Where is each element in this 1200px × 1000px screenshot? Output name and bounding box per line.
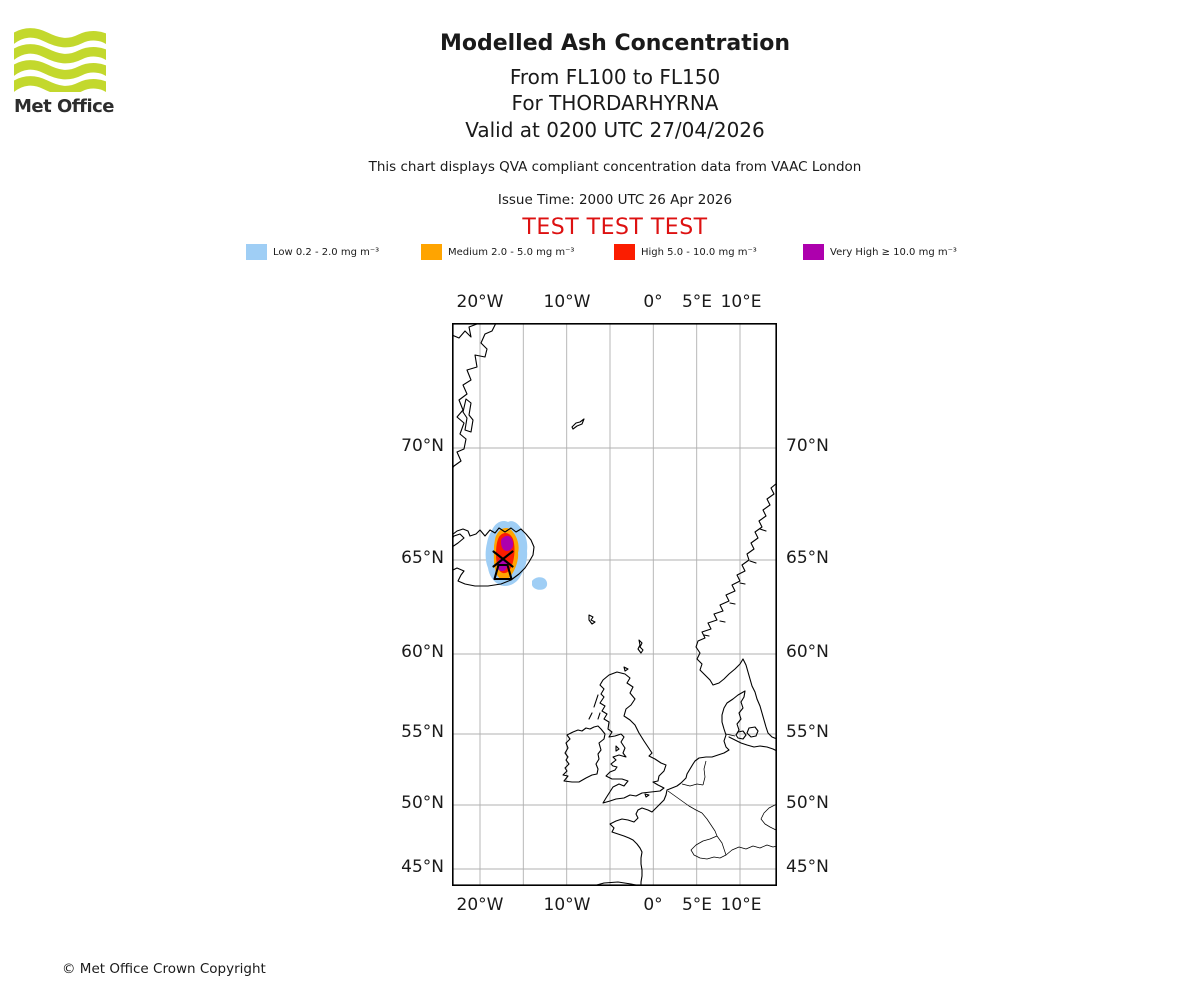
lat-label-right-45n: 45°N bbox=[786, 857, 829, 877]
border-netherlands-germany bbox=[702, 760, 707, 786]
border-france-belgium bbox=[667, 790, 703, 814]
lat-label-left-55n: 55°N bbox=[401, 722, 444, 742]
legend-label-high: High 5.0 - 10.0 mg m⁻³ bbox=[641, 246, 757, 258]
legend-item-very-high: Very High ≥ 10.0 mg m⁻³ bbox=[803, 244, 957, 260]
volcano-marker-icon bbox=[492, 550, 514, 581]
lat-label-right-55n: 55°N bbox=[786, 722, 829, 742]
logo-wave bbox=[14, 76, 106, 92]
lat-label-left-70n: 70°N bbox=[401, 436, 444, 456]
legend-item-low: Low 0.2 - 2.0 mg m⁻³ bbox=[246, 244, 379, 260]
lon-label-bottom-10e: 10°E bbox=[720, 895, 762, 915]
plume-low-detached-patch bbox=[532, 577, 548, 590]
subtitle-volcano: For THORDARHYRNA bbox=[511, 91, 719, 115]
coastline-group bbox=[451, 322, 778, 887]
border-germany-czechia bbox=[760, 803, 778, 831]
latitude-gridlines bbox=[452, 447, 777, 870]
border-france-germany bbox=[701, 812, 718, 837]
legend-item-medium: Medium 2.0 - 5.0 mg m⁻³ bbox=[421, 244, 574, 260]
coastline-isle-of-man bbox=[615, 745, 620, 752]
lat-label-right-60n: 60°N bbox=[786, 642, 829, 662]
border-group bbox=[667, 733, 778, 860]
logo-wave-group bbox=[14, 28, 106, 92]
coastline-continental-europe bbox=[609, 734, 730, 887]
map-frame bbox=[452, 323, 777, 887]
lon-label-bottom-10w: 10°W bbox=[543, 895, 591, 915]
legend-swatch-medium bbox=[421, 244, 442, 260]
logo-wave bbox=[14, 28, 106, 48]
coastline-norway-fjord-spurs bbox=[703, 528, 767, 637]
plume-very-high-core-upper bbox=[501, 535, 514, 551]
legend-swatch-very-high bbox=[803, 244, 824, 260]
legend-swatch-low bbox=[246, 244, 267, 260]
coastline-denmark-jutland bbox=[721, 690, 746, 736]
longitude-gridlines bbox=[479, 323, 741, 886]
lon-label-top-0: 0° bbox=[643, 292, 663, 312]
legend-swatch-high bbox=[614, 244, 635, 260]
lon-label-top-20w: 20°W bbox=[456, 292, 504, 312]
coastline-greenland-fjord bbox=[462, 398, 474, 433]
test-banner: TEST TEST TEST bbox=[522, 215, 708, 240]
lon-label-bottom-20w: 20°W bbox=[456, 895, 504, 915]
border-germany-austria bbox=[725, 844, 778, 856]
coastline-baltic-german bbox=[728, 736, 778, 752]
coastline-iceland-westfjords bbox=[451, 533, 465, 548]
coastline-orkney bbox=[623, 666, 629, 672]
legend-label-low: Low 0.2 - 2.0 mg m⁻³ bbox=[273, 246, 380, 258]
map-area bbox=[451, 322, 778, 887]
volcano-marker-cone bbox=[493, 563, 513, 581]
logo-wave bbox=[14, 44, 106, 64]
lon-label-bottom-5e: 5°E bbox=[681, 895, 713, 915]
logo-wave bbox=[14, 60, 106, 80]
qva-compliance-note: This chart displays QVA compliant concen… bbox=[368, 159, 862, 175]
logo-waves-icon bbox=[14, 28, 106, 92]
coastline-iceland bbox=[451, 527, 535, 587]
lat-label-left-50n: 50°N bbox=[401, 793, 444, 813]
lon-label-top-5e: 5°E bbox=[681, 292, 713, 312]
border-denmark-germany bbox=[725, 733, 736, 737]
copyright-text: © Met Office Crown Copyright bbox=[62, 961, 266, 977]
lat-label-left-65n: 65°N bbox=[401, 548, 444, 568]
coastline-isle-of-wight bbox=[644, 793, 650, 798]
volcano-marker-rays bbox=[492, 550, 514, 568]
lat-label-left-60n: 60°N bbox=[401, 642, 444, 662]
coastline-greenland bbox=[451, 322, 497, 470]
coastline-norway-sweden bbox=[695, 482, 778, 740]
legend-item-high: High 5.0 - 10.0 mg m⁻³ bbox=[614, 244, 757, 260]
coastline-hebrides bbox=[588, 694, 601, 720]
ash-dispersion-map bbox=[451, 322, 778, 887]
legend-label-medium: Medium 2.0 - 5.0 mg m⁻³ bbox=[448, 246, 575, 258]
issue-time: Issue Time: 2000 UTC 26 Apr 2026 bbox=[497, 192, 733, 208]
logo-wordmark: Met Office bbox=[14, 96, 115, 117]
subtitle-valid-time: Valid at 0200 UTC 27/04/2026 bbox=[465, 118, 765, 142]
coastline-greenland-corner bbox=[451, 322, 479, 339]
lon-label-bottom-0: 0° bbox=[643, 895, 663, 915]
met-office-logo: Met Office bbox=[14, 28, 124, 117]
coastline-denmark-sjaelland bbox=[746, 726, 759, 738]
border-switzerland bbox=[690, 835, 727, 860]
lat-label-left-45n: 45°N bbox=[401, 857, 444, 877]
coastline-shetland bbox=[637, 639, 644, 654]
lat-label-right-65n: 65°N bbox=[786, 548, 829, 568]
lon-label-top-10w: 10°W bbox=[543, 292, 591, 312]
coastline-jan-mayen bbox=[571, 418, 585, 430]
coastline-denmark-fyn bbox=[735, 730, 747, 740]
coastline-ireland bbox=[562, 725, 606, 783]
border-belgium-netherlands bbox=[681, 783, 704, 787]
page-title: Modelled Ash Concentration bbox=[439, 31, 791, 56]
lon-label-top-10e: 10°E bbox=[720, 292, 762, 312]
coastline-faroe-islands bbox=[588, 614, 596, 625]
legend-label-very-high: Very High ≥ 10.0 mg m⁻³ bbox=[830, 246, 957, 258]
coastline-great-britain bbox=[599, 671, 667, 804]
lat-label-right-70n: 70°N bbox=[786, 436, 829, 456]
subtitle-flight-levels: From FL100 to FL150 bbox=[509, 65, 721, 89]
lat-label-right-50n: 50°N bbox=[786, 793, 829, 813]
